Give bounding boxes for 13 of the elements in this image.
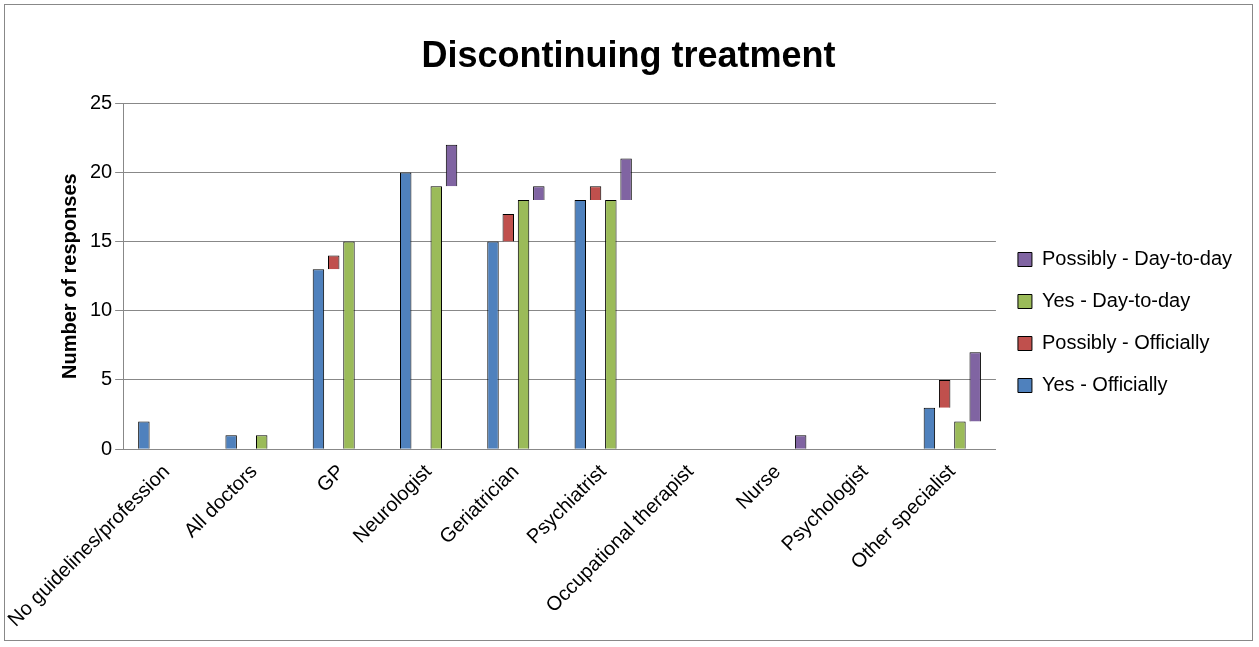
y-tick-label: 10	[89, 298, 113, 321]
x-tick-label: GP	[312, 459, 349, 496]
y-tick-label: 15	[89, 229, 113, 252]
y-axis-title: Number of responses	[58, 173, 81, 379]
y-tick-label: 25	[89, 90, 113, 113]
legend-label: Possibly - Officially	[1041, 331, 1210, 354]
legend-label: Yes - Officially	[1041, 373, 1168, 396]
y-tick-label: 20	[89, 159, 113, 182]
legend-label: Yes - Day-to-day	[1041, 289, 1191, 312]
chart-title: Discontinuing treatment	[421, 33, 836, 75]
y-tick-label: 5	[101, 367, 113, 390]
legend-label: Possibly - Day-to-day	[1041, 247, 1232, 270]
y-tick-label: 0	[101, 436, 113, 459]
